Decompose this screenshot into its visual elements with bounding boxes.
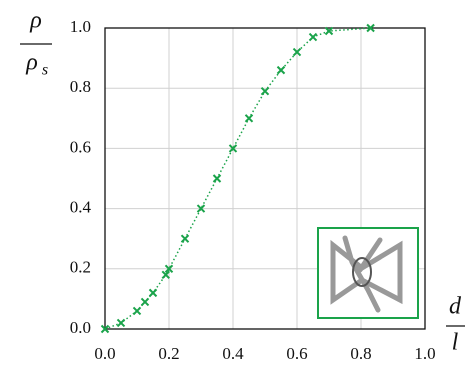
y-label-top: ρ — [29, 8, 42, 34]
marker — [214, 175, 221, 182]
x-label-bottom: l — [452, 330, 459, 356]
y-tick-label: 0.4 — [70, 198, 92, 217]
inset-image — [318, 228, 418, 318]
y-tick-label: 0.0 — [70, 318, 91, 337]
marker — [118, 319, 125, 326]
marker — [278, 67, 285, 74]
x-tick-label: 0.6 — [286, 344, 307, 363]
marker — [310, 34, 317, 41]
marker — [182, 235, 189, 242]
y-tick-label: 0.8 — [70, 77, 91, 96]
marker — [142, 298, 149, 305]
marker — [262, 88, 269, 95]
y-tick-label: 0.6 — [70, 137, 91, 156]
y-tick-label: 0.2 — [70, 258, 91, 277]
marker — [246, 115, 253, 122]
marker — [134, 307, 141, 314]
x-tick-label: 1.0 — [414, 344, 435, 363]
y-label-subscript: s — [42, 62, 48, 79]
x-tick-label: 0.0 — [94, 344, 115, 363]
x-tick-label: 0.8 — [350, 344, 371, 363]
chart: ρ ρ s d l 0.0 0.2 0.4 0.6 0.8 1.0 0.0 0.2 0.4 0.6… — [0, 0, 466, 365]
y-label-bottom: ρ — [25, 50, 38, 76]
x-tick-label: 0.4 — [222, 344, 244, 363]
y-tick-label: 1.0 — [70, 17, 91, 36]
marker — [150, 289, 157, 296]
x-label-top: d — [449, 294, 462, 320]
x-tick-label: 0.2 — [158, 344, 179, 363]
